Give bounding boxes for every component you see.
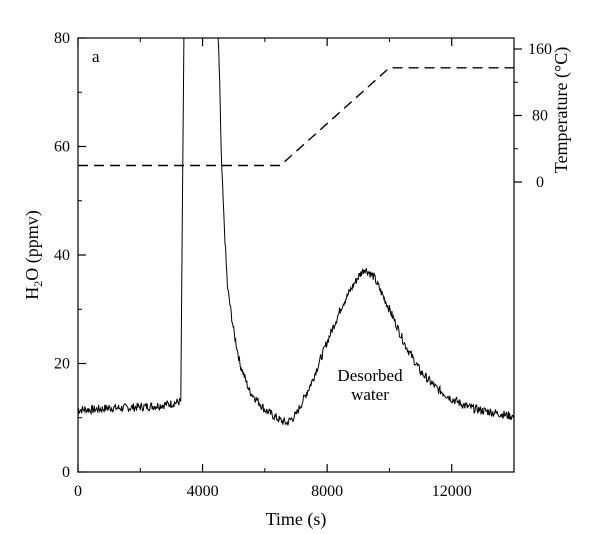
y-axis-title-right: Temperature (°C) xyxy=(551,47,572,173)
y-right-tick-label: 80 xyxy=(532,108,548,125)
y-tick-label: 80 xyxy=(54,30,70,47)
panel-label: a xyxy=(92,47,100,66)
ticks-group: 0 4000 8000 12000 0 20 40 60 80 0 80 160 xyxy=(54,30,552,500)
y-tick-label: 40 xyxy=(54,247,70,264)
y-axis-title-subscript: 2 xyxy=(31,281,45,287)
x-axis-title: Time (s) xyxy=(266,509,327,530)
h2o-series-line xyxy=(77,37,515,426)
annotation-line-1: Desorbed xyxy=(337,366,403,385)
temperature-series-line xyxy=(78,67,514,167)
y-tick-label: 20 xyxy=(54,356,70,373)
y-tick-label: 60 xyxy=(54,139,70,156)
x-tick-label: 8000 xyxy=(311,483,343,500)
series-group xyxy=(77,37,515,426)
y-right-tick-label: 160 xyxy=(528,41,552,58)
x-tick-label: 0 xyxy=(74,483,82,500)
annotation-line-2: water xyxy=(351,385,389,404)
y-axis-title-left: H2O (ppmv) xyxy=(22,210,45,300)
y-tick-label: 0 xyxy=(62,464,70,481)
y-right-tick-label: 0 xyxy=(536,174,544,191)
y-axis-title-rest: O (ppmv) xyxy=(22,210,43,281)
x-tick-label: 4000 xyxy=(187,483,219,500)
x-tick-label: 12000 xyxy=(432,483,472,500)
y-axis-title-main: H xyxy=(22,287,42,300)
